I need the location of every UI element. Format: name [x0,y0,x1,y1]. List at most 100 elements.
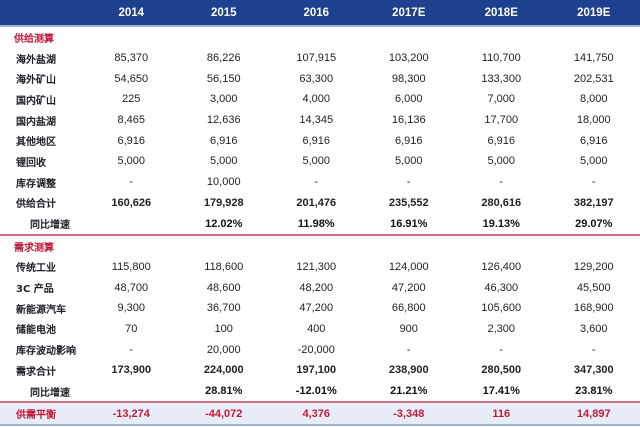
table-cell: 54,650 [114,72,149,85]
table-cell: 110,700 [481,52,521,65]
table-cell: 12.02% [205,217,243,230]
table-cell: 173,900 [111,364,152,377]
table-cell: 141,750 [573,52,614,65]
table-row: 同比增速 12.02% 11.98% 16.91% 19.13% 29.07% [0,213,640,235]
table-cell: 124,000 [388,260,429,273]
table-cell: 63,300 [299,72,334,85]
table-cell: 6,916 [579,134,608,147]
table-cell [85,381,178,403]
row-label: 国内矿山 [16,95,56,107]
table-cell: 6,916 [394,134,423,147]
table-cell: 23.81% [575,385,613,398]
table-cell: 225 [122,93,141,106]
balance-cell: -44,072 [177,401,270,427]
empty-cell [547,25,640,48]
header-cell [0,0,85,26]
table-row: 储能电池 70 100 400 900 2,300 3,600 [0,319,640,340]
table-cell: 107,915 [296,52,337,65]
row-label: 传统工业 [16,263,56,275]
table-cell: 280,500 [481,364,522,377]
table-cell: 14,345 [299,114,334,127]
table-cell: 5,000 [579,155,608,168]
table-row: 供给合计 160,626 179,928 201,476 235,552 280,616 3… [0,193,640,214]
table-cell: 20,000 [206,343,241,356]
empty-cell [177,25,270,48]
row-label: 3C 产品 [16,284,54,296]
table-cell: 238,900 [388,364,429,377]
table-cell: - [591,176,596,189]
balance-cell: -13,274 [85,401,178,427]
table-cell: 16,136 [391,114,426,127]
table-cell: 5,000 [394,155,423,168]
row-label: 需求合计 [16,366,56,378]
section-header-row: 需求测算 [0,233,640,257]
table-cell: 10,000 [206,176,241,189]
table-row: 其他地区 6,916 6,916 6,916 6,916 6,916 6,916 [0,130,640,151]
table-cell: 197,100 [296,364,337,377]
table-cell [85,213,178,235]
header-cell: 2016 [270,0,363,26]
header-cell: 2019E [547,0,640,26]
table-body: 供给测算 海外盐湖 85,370 86,226 107,915 103,200 110,70… [0,25,640,427]
row-label: 库存波动影响 [16,346,76,358]
table-row: 库存波动影响 -20,000 -20,000- - - [0,339,640,360]
header-cell: 2015 [177,0,270,26]
table-cell: 6,916 [302,134,331,147]
table-row: 海外盐湖 85,370 86,226 107,915 103,200 110,700 141… [0,48,640,69]
table-cell: 126,400 [481,260,522,273]
table-cell: 100 [214,322,233,335]
table-cell: 29.07% [575,217,613,230]
table-cell: 105,600 [481,302,522,315]
table-cell: 118,600 [204,260,244,273]
table-cell: 48,200 [299,281,334,294]
section-header-row: 供给测算 [0,25,640,48]
table-row: 同比增速 28.81% -12.01% 21.21% 17.41% 23.81% [0,381,640,403]
header-cell: 2018E [455,0,548,26]
table-cell: 56,150 [206,72,241,85]
table-cell: 2,300 [487,322,516,335]
row-label: 同比增速 [30,387,70,399]
empty-cell [547,233,640,257]
table-cell: - [406,176,411,189]
row-label: 供给合计 [16,199,56,211]
table-cell: 160,626 [111,196,152,209]
table-cell: 179,928 [203,196,244,209]
table-cell: 11.98% [297,217,335,230]
table-cell: -20,000 [297,343,335,356]
table-cell: 47,200 [391,281,426,294]
table-cell: - [406,343,411,356]
table-cell: -12.01% [295,385,337,398]
row-label: 储能电池 [16,325,56,337]
table-cell: 4,000 [302,93,331,106]
table-cell: 17.41% [482,385,520,398]
table-row: 新能源汽车 9,300 36,700 47,200 66,800 105,600 168,9… [0,298,640,319]
table-cell: - [129,176,134,189]
table-cell: 21.21% [390,385,428,398]
row-label: 新能源汽车 [16,304,66,316]
table-row: 国内矿山 225 3,000 4,000 6,000 7,000 8,000 [0,89,640,110]
table-cell: 129,200 [573,260,614,273]
table-cell: 7,000 [487,93,516,106]
table-cell: 235,552 [388,196,429,209]
table-cell: 115,800 [111,260,151,273]
table-cell: 6,916 [209,134,238,147]
table-cell: 224,000 [203,364,244,377]
row-label: 同比增速 [30,220,70,232]
table-cell: 18,000 [576,114,611,127]
balance-cell: -3,348 [362,401,455,427]
balance-cell: 14,897 [547,401,640,427]
balance-row: 供需平衡 -13,274 -44,072 4,376 -3,348 116 14,897 [0,401,640,427]
table-cell: 5,000 [117,155,146,168]
table-row: 传统工业 115,800 118,600 121,300 124,000 126,400 1… [0,257,640,278]
table-cell: 400 [307,322,326,335]
table-cell: 86,226 [206,52,241,65]
empty-cell [455,25,548,48]
table-cell: 45,500 [576,281,611,294]
table-cell: 103,200 [388,52,429,65]
table-row: 海外矿山 54,650 56,150 63,300 98,300 133,300 202,5… [0,68,640,89]
empty-cell [270,233,363,257]
table-cell: 16.91% [390,217,428,230]
table-cell: - [591,343,596,356]
table-cell: - [129,343,134,356]
